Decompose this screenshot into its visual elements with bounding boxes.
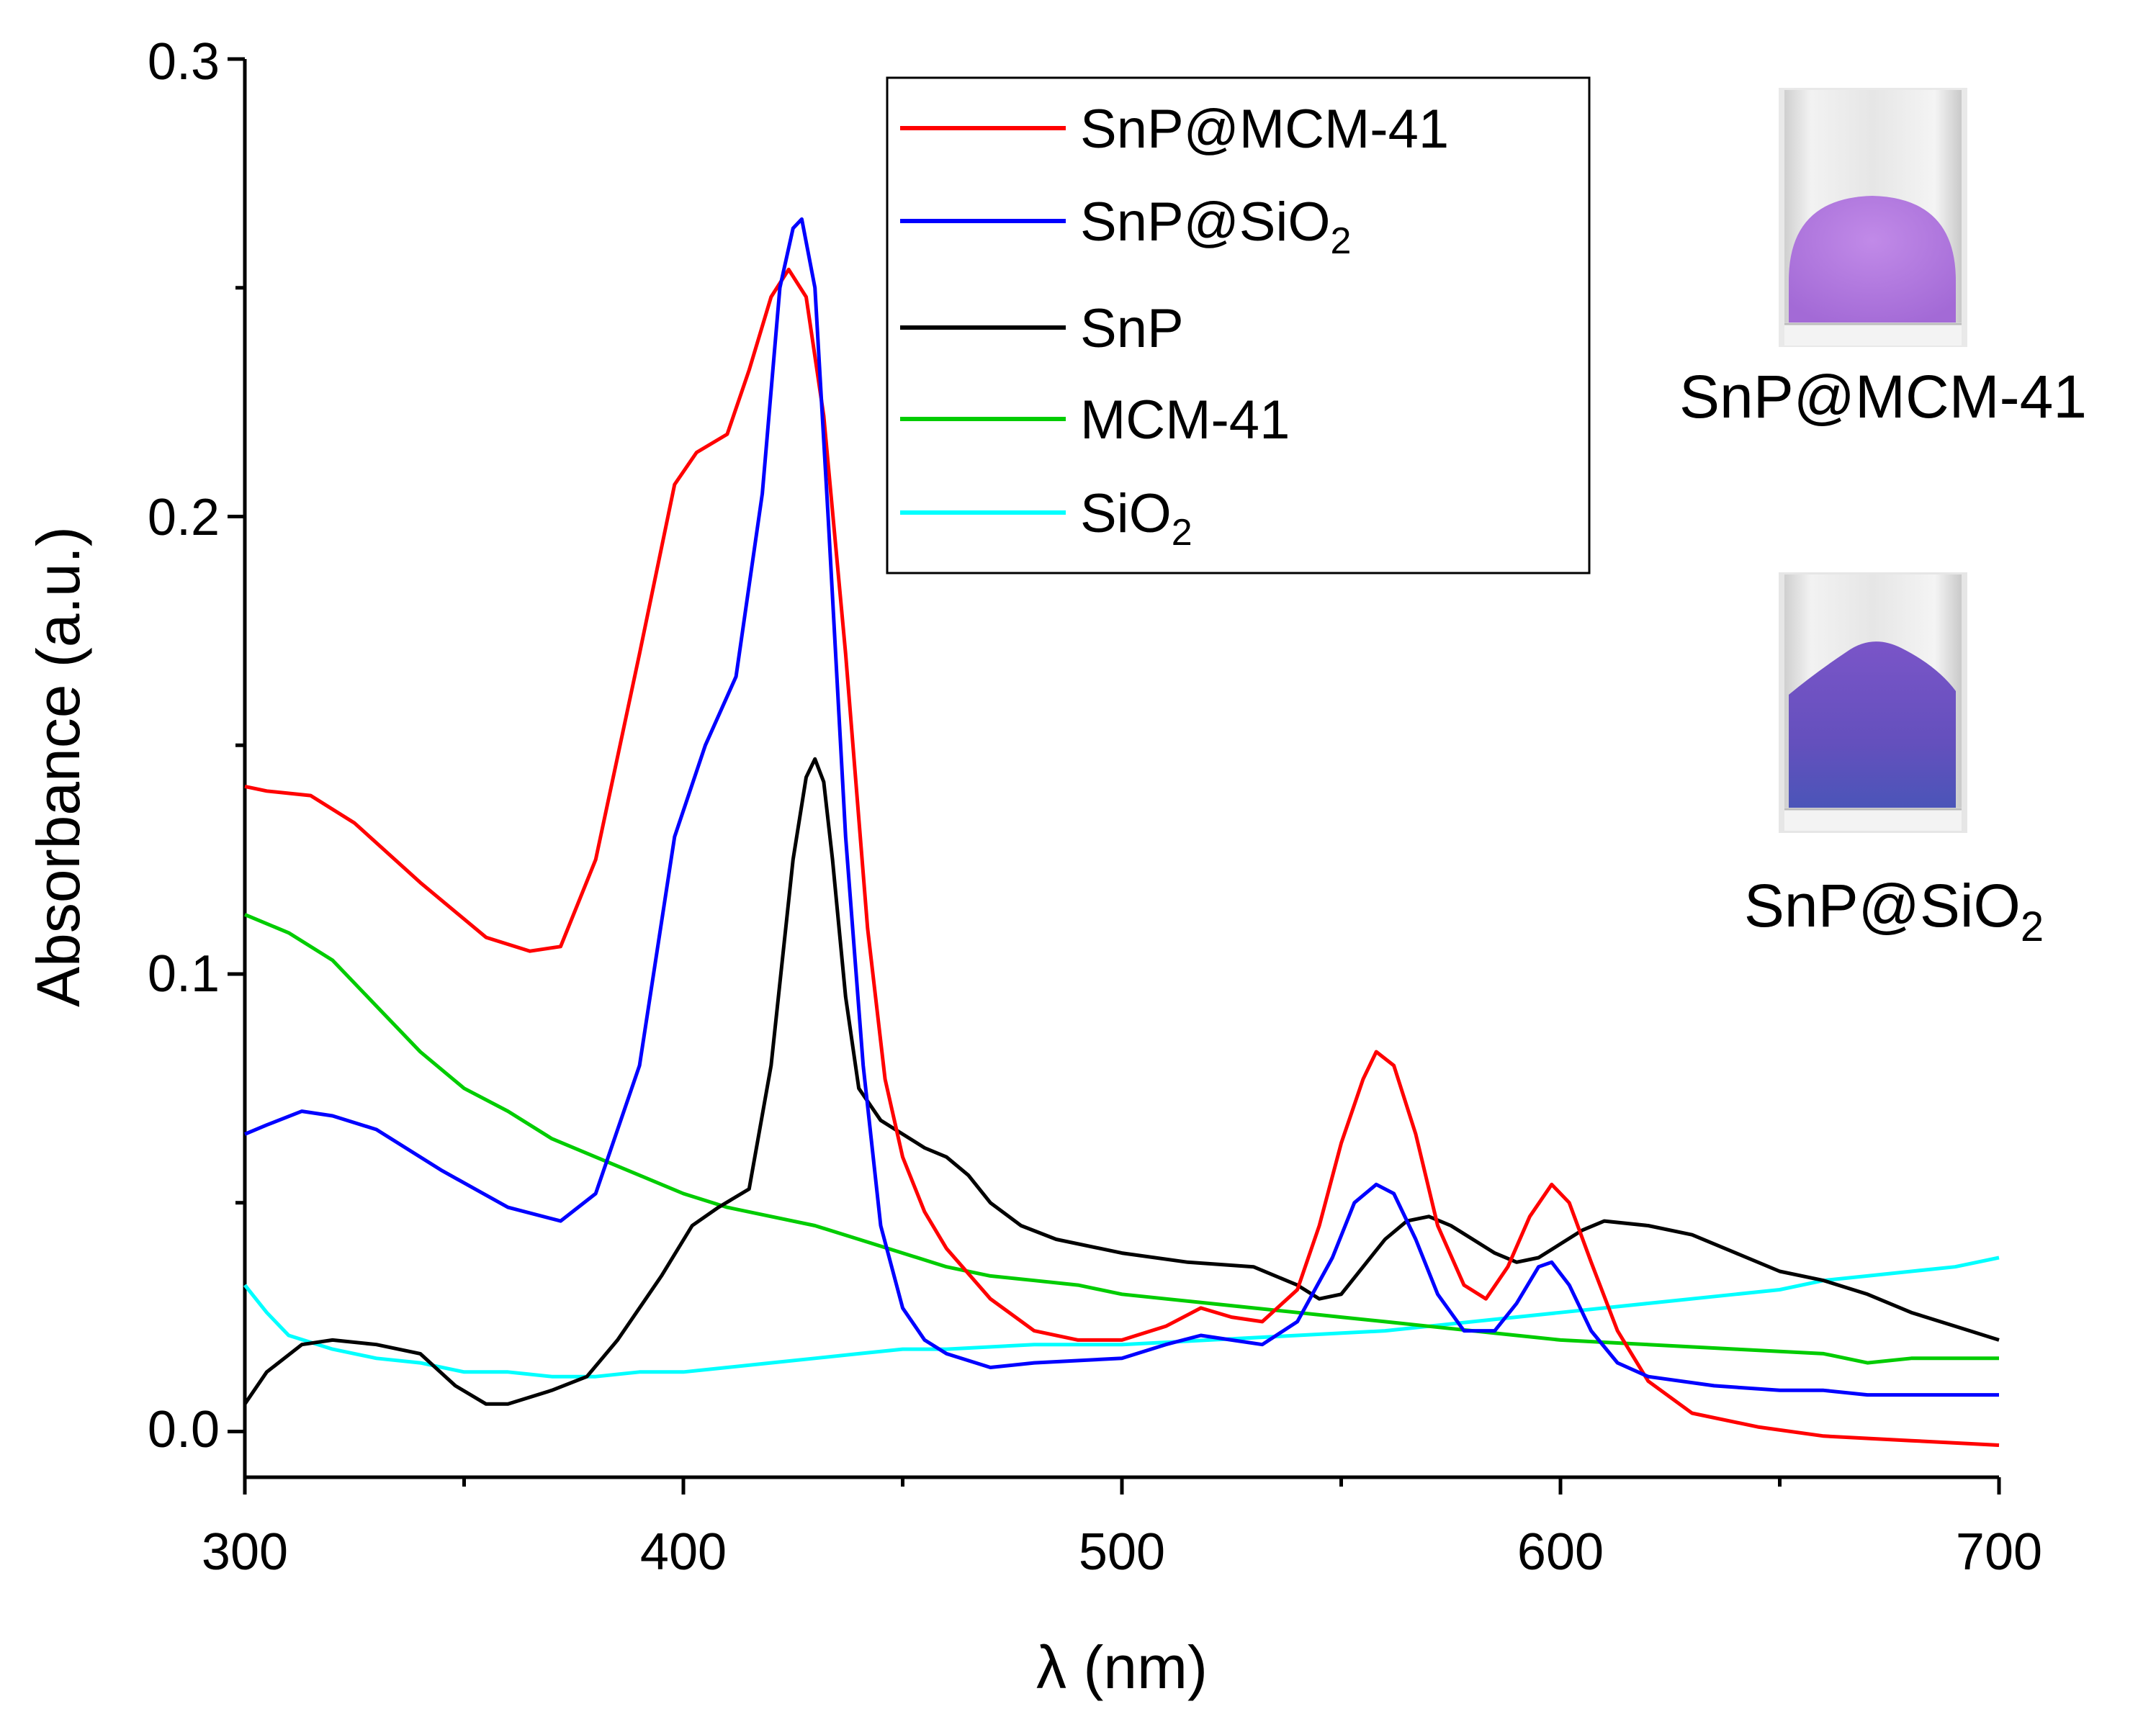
legend: SnP@MCM-41 SnP@SiO2 SnP MCM-41 SiO2 <box>886 76 1591 574</box>
legend-item: SnP@MCM-41 <box>900 99 1449 160</box>
y-axis-title: Absorbance (a.u.) <box>24 526 92 1007</box>
x-tick-label: 500 <box>1079 1523 1165 1581</box>
y-tick-label: 0.2 <box>148 489 220 546</box>
y-tick-label: 0.3 <box>148 33 220 91</box>
vial-label: SnP@SiO2 <box>1744 872 2044 950</box>
vial-photo-snp-at-sio2 <box>1779 572 1967 833</box>
x-tick-label: 400 <box>640 1523 727 1581</box>
series-line-snp-at-sio2 <box>244 217 1999 1397</box>
legend-item: SnP@SiO2 <box>900 191 1351 262</box>
y-tick-label: 0.0 <box>148 1401 220 1459</box>
legend-label: MCM-41 <box>1080 389 1290 451</box>
vial-powder <box>1789 641 1956 810</box>
series-line-snp-at-mcm-41 <box>244 267 2000 1447</box>
x-tick-labels: 300 400 500 600 700 <box>202 1523 2042 1581</box>
legend-label: SnP <box>1080 298 1184 359</box>
legend-label: SnP@MCM-41 <box>1080 99 1449 160</box>
tick-marks <box>228 57 2001 1495</box>
legend-item: MCM-41 <box>900 389 1290 451</box>
vial-powder <box>1789 196 1956 324</box>
legend-label: SiO2 <box>1080 483 1192 554</box>
legend-label: SnP@SiO2 <box>1080 191 1351 262</box>
vial-label: SnP@MCM-41 <box>1679 363 2087 430</box>
x-axis-title: λ (nm) <box>1036 1633 1208 1701</box>
series-line-mcm-41 <box>244 913 1999 1365</box>
legend-item: SiO2 <box>900 483 1192 554</box>
y-tick-labels: 0.0 0.1 0.2 0.3 <box>148 33 220 1459</box>
y-tick-label: 0.1 <box>148 945 220 1003</box>
legend-item: SnP <box>900 298 1184 359</box>
vial-photo-snp-at-mcm-41 <box>1779 88 1967 347</box>
x-tick-label: 300 <box>202 1523 288 1581</box>
vial-base <box>1784 323 1962 346</box>
series-line-snp <box>243 757 2000 1406</box>
x-tick-label: 700 <box>1956 1523 2042 1581</box>
axes <box>228 57 2001 1495</box>
vial-base <box>1784 808 1962 831</box>
series-group <box>243 217 2000 1447</box>
x-tick-label: 600 <box>1517 1523 1604 1581</box>
